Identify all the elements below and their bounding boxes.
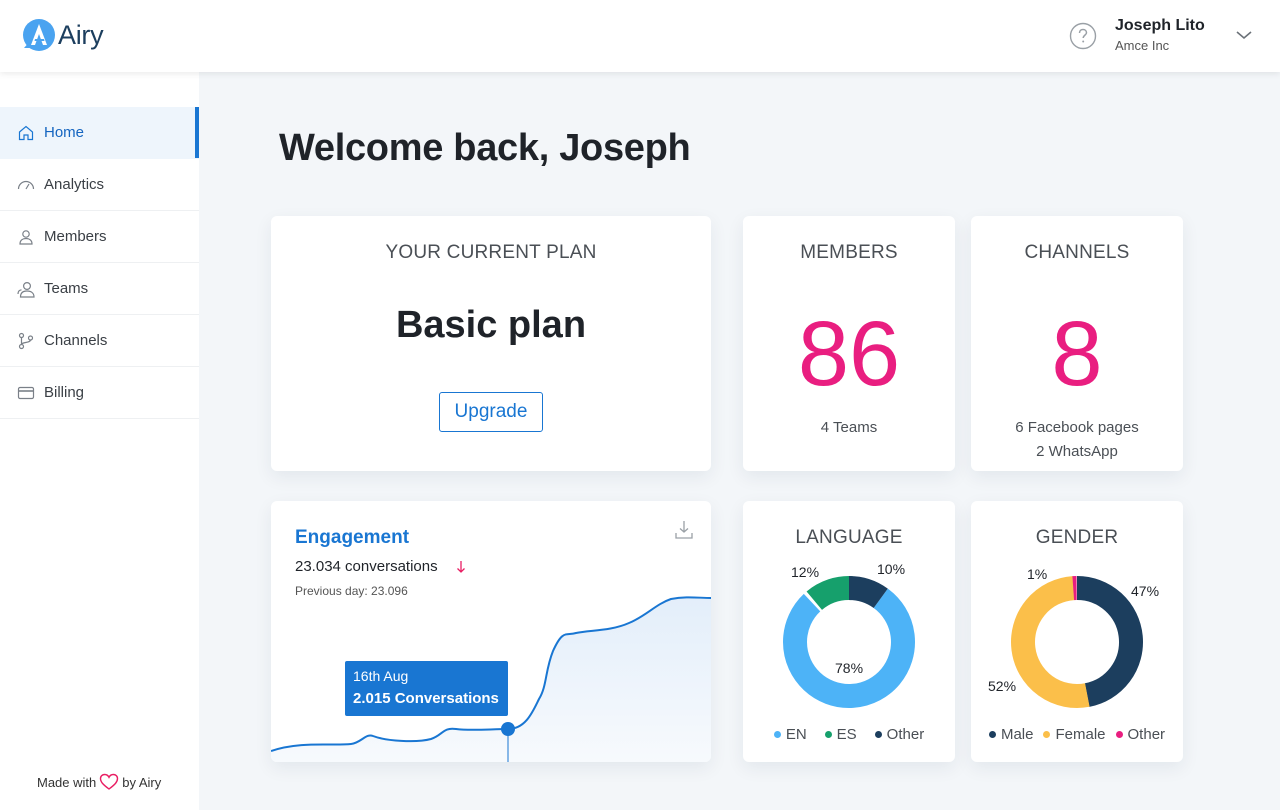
download-icon[interactable]	[674, 519, 694, 541]
help-icon[interactable]	[1069, 22, 1097, 50]
gender-donut	[1011, 576, 1143, 708]
made-with-footer: Made with by Airy	[37, 773, 161, 791]
app-name: Airy	[58, 19, 104, 50]
channels-count: 8	[1051, 303, 1103, 405]
page-title: Welcome back, Joseph	[279, 127, 691, 169]
engagement-title[interactable]: Engagement	[295, 527, 410, 548]
legend-label: ES	[836, 726, 857, 743]
members-teams: 4 Teams	[820, 419, 878, 436]
channels-card[interactable]: CHANNELS 8 6 Facebook pages 2 WhatsApp	[971, 216, 1183, 471]
footer-prefix: Made with	[37, 774, 97, 790]
legend-dot	[1043, 731, 1051, 738]
legend-dot	[874, 731, 882, 738]
legend-label: Female	[1055, 726, 1106, 743]
legend-label: Male	[1000, 726, 1034, 743]
legend-dot	[1115, 731, 1123, 738]
plan-name: Basic plan	[395, 304, 587, 346]
branch-icon	[18, 332, 34, 350]
sidebar-item-label: Teams	[44, 280, 89, 297]
sidebar-nav: Home Analytics Members Teams	[0, 107, 199, 419]
language-donut	[783, 576, 915, 708]
sidebar-item-teams[interactable]: Teams	[0, 263, 199, 315]
engagement-previous: Previous day: 23.096	[295, 584, 408, 598]
language-card: LANGUAGE 78% 12% 10% EN ES Other	[743, 501, 955, 762]
engagement-line-chart	[271, 596, 711, 762]
sidebar-item-channels[interactable]: Channels	[0, 315, 199, 367]
upgrade-button[interactable]: Upgrade	[439, 392, 543, 432]
engagement-area	[271, 597, 711, 762]
donut-label-male: 47%	[1131, 583, 1160, 599]
legend-label: Other	[1127, 726, 1166, 743]
donut-label-es: 12%	[791, 564, 820, 580]
channels-heading: CHANNELS	[1024, 242, 1130, 263]
airy-logo[interactable]: Airy	[22, 18, 104, 52]
selected-point	[501, 722, 515, 736]
donut-slice-male	[1076, 576, 1143, 707]
legend-dot	[773, 731, 781, 738]
sidebar-item-label: Channels	[44, 332, 108, 349]
legend-label: EN	[785, 726, 807, 743]
airy-logo-icon	[23, 19, 55, 51]
chevron-down-icon[interactable]	[1234, 28, 1254, 42]
sidebar: Home Analytics Members Teams	[0, 72, 199, 810]
plan-heading: YOUR CURRENT PLAN	[385, 242, 597, 263]
members-count: 86	[797, 303, 901, 405]
gender-heading: GENDER	[1035, 527, 1119, 548]
legend-item: Female	[1043, 726, 1106, 743]
donut-slice-other	[848, 576, 888, 609]
tooltip-date: 16th Aug	[353, 668, 409, 684]
home-icon	[18, 125, 34, 141]
sidebar-item-label: Analytics	[44, 176, 105, 193]
legend-label: Other	[886, 726, 925, 743]
legend-dot	[988, 731, 996, 738]
donut-slice-es	[806, 576, 853, 611]
user-org: Amce Inc	[1115, 38, 1170, 53]
donut-slice-en	[783, 588, 915, 708]
footer-suffix: by Airy	[122, 774, 162, 790]
sidebar-item-billing[interactable]: Billing	[0, 367, 199, 419]
tooltip-value: 2.015 Conversations	[353, 690, 499, 707]
heart-icon	[100, 773, 119, 790]
legend-item: Male	[988, 726, 1034, 743]
team-icon	[17, 281, 35, 298]
members-heading: MEMBERS	[800, 242, 898, 263]
channels-facebook: 6 Facebook pages	[1015, 419, 1139, 436]
donut-slice-female	[1011, 576, 1090, 708]
gender-legend: Male Female Other	[971, 726, 1183, 743]
arrow-down-icon	[457, 561, 465, 573]
language-legend: EN ES Other	[743, 726, 955, 743]
language-heading: LANGUAGE	[795, 527, 903, 548]
gender-card: GENDER 47% 52% 1% Male Female Other	[971, 501, 1183, 762]
donut-label-en: 78%	[835, 660, 864, 676]
sidebar-item-analytics[interactable]: Analytics	[0, 159, 199, 211]
members-card[interactable]: MEMBERS 86 4 Teams	[743, 216, 955, 471]
plan-card: YOUR CURRENT PLAN Basic plan Upgrade	[271, 216, 711, 471]
engagement-card: Engagement 23.034 conversations Previous…	[271, 501, 711, 762]
gauge-icon	[17, 180, 35, 190]
sidebar-item-label: Home	[44, 124, 85, 141]
donut-label-female: 52%	[988, 678, 1017, 694]
sidebar-item-members[interactable]: Members	[0, 211, 199, 263]
legend-item: Other	[874, 726, 925, 743]
legend-item: ES	[824, 726, 857, 743]
sidebar-item-home[interactable]: Home	[0, 107, 199, 159]
sidebar-item-label: Members	[44, 228, 107, 245]
legend-item: EN	[773, 726, 807, 743]
top-header: Airy Joseph Lito Amce Inc	[0, 0, 1280, 72]
engagement-count: 23.034 conversations	[295, 558, 438, 575]
card-icon	[17, 386, 35, 400]
donut-label-other: 1%	[1027, 566, 1048, 582]
sidebar-item-label: Billing	[44, 384, 85, 401]
legend-item: Other	[1115, 726, 1166, 743]
engagement-line	[271, 596, 711, 752]
channels-whatsapp: 2 WhatsApp	[1036, 443, 1118, 460]
user-name[interactable]: Joseph Lito	[1115, 17, 1205, 34]
user-icon	[19, 230, 33, 245]
donut-label-other: 10%	[877, 561, 906, 577]
legend-dot	[824, 731, 832, 738]
chart-tooltip: 16th Aug 2.015 Conversations	[345, 661, 508, 716]
